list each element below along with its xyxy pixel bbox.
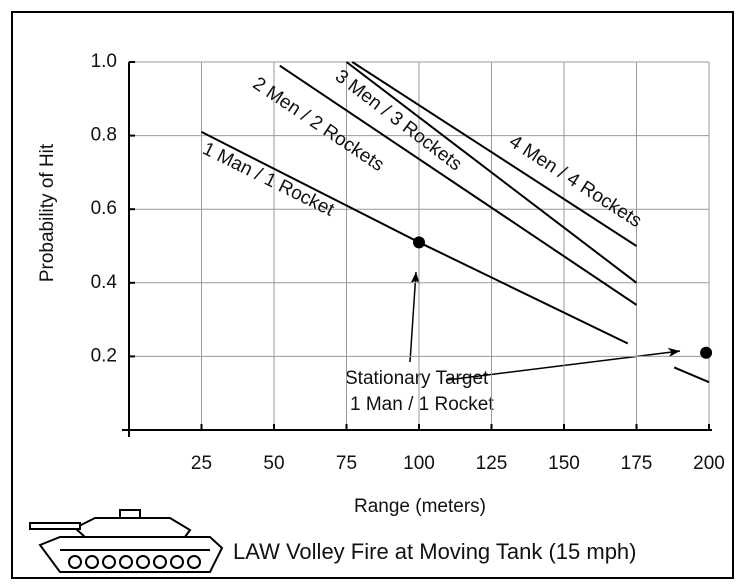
- y-axis-label: Probability of Hit: [37, 143, 58, 282]
- y-tick-label: 0.4: [91, 272, 118, 293]
- x-tick-label: 75: [336, 453, 357, 474]
- frame: [11, 11, 734, 579]
- annotation: 1 Man / 1 Rocket: [350, 394, 494, 415]
- marker: [700, 346, 713, 359]
- series-label: 4 Men / 4 Rockets: [505, 131, 645, 232]
- y-tick-label: 0.8: [91, 125, 117, 146]
- tank-icon: [29, 509, 224, 573]
- y-tick-label: 0.6: [91, 198, 117, 219]
- x-tick-label: 100: [403, 453, 435, 474]
- x-tick-label: 50: [263, 453, 284, 474]
- x-tick-label: 150: [548, 453, 580, 474]
- y-tick-label: 1.0: [91, 51, 117, 72]
- arrow: [409, 271, 420, 363]
- chart-title: LAW Volley Fire at Moving Tank (15 mph): [233, 539, 637, 564]
- x-tick-label: 175: [621, 453, 653, 474]
- series-line: [279, 64, 638, 306]
- x-tick-label: 200: [693, 453, 725, 474]
- series-line: [351, 61, 638, 247]
- y-tick-label: 0.2: [91, 345, 117, 366]
- annotation: Stationary Target: [345, 368, 489, 389]
- marker: [413, 236, 425, 249]
- x-tick-label: 125: [476, 453, 508, 474]
- x-tick-label: 25: [191, 453, 212, 474]
- series-label: 1 Man / 1 Rocket: [199, 138, 338, 221]
- series-line: [345, 61, 638, 284]
- x-axis-label: Range (meters): [354, 496, 486, 517]
